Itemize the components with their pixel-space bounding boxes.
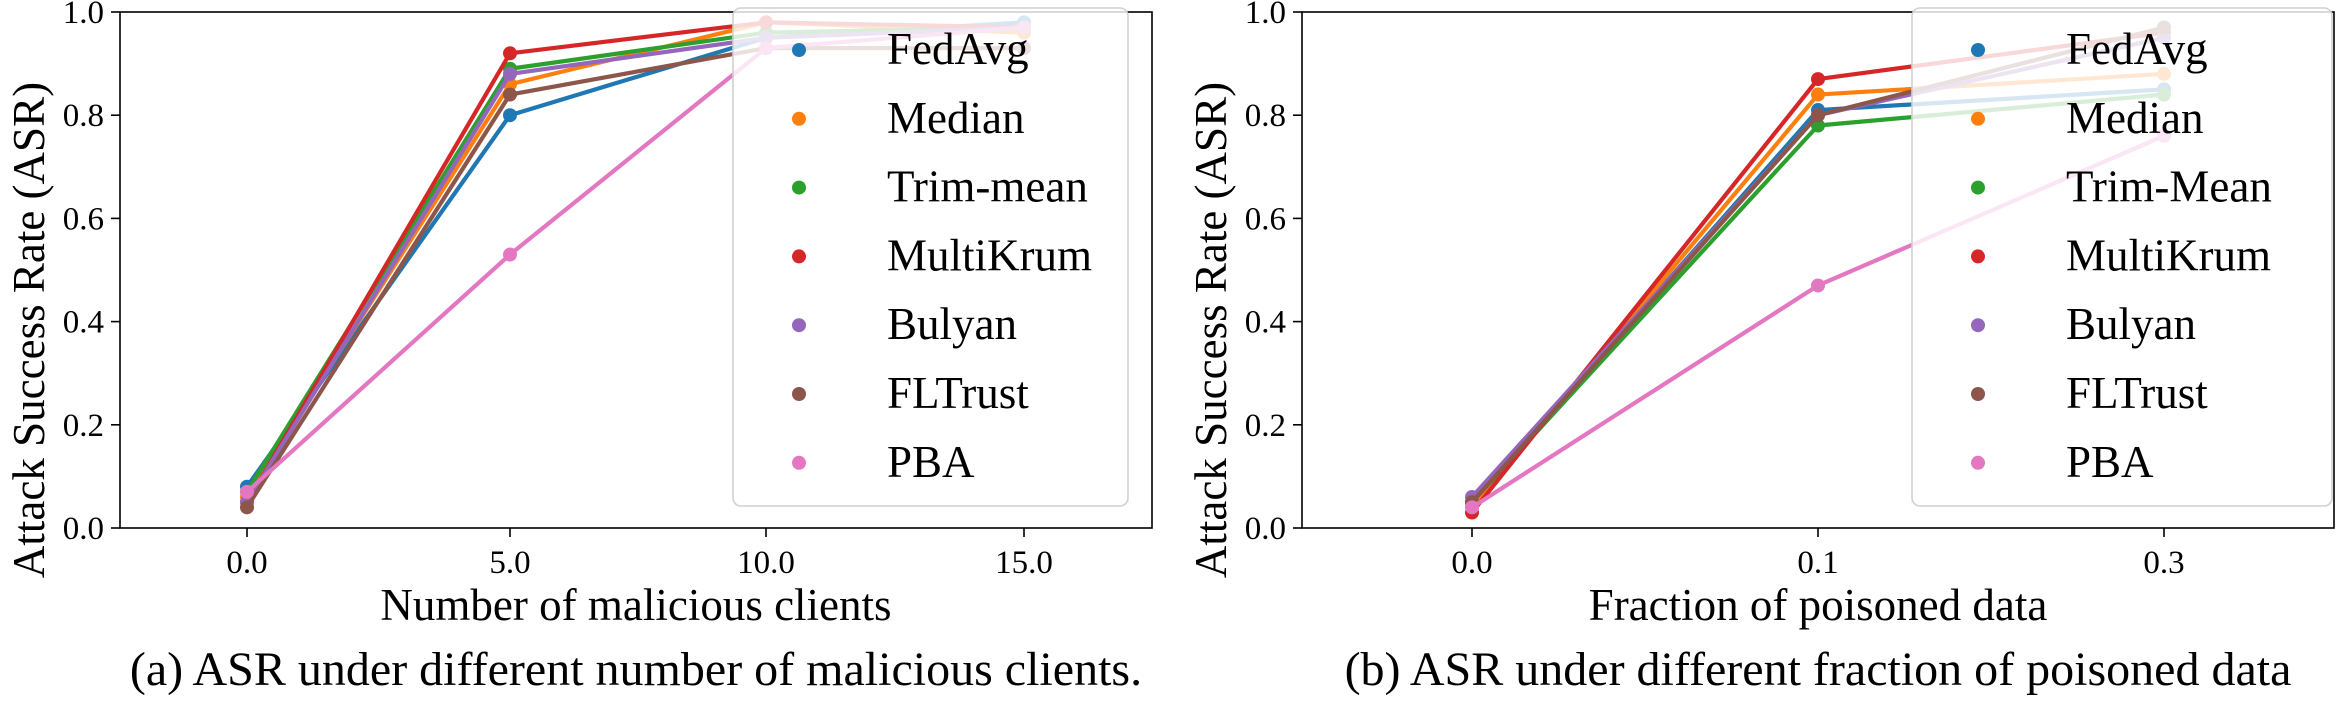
legend-marker: [792, 387, 806, 401]
legend-label: Median: [887, 93, 1024, 143]
y-tick-label: 1.0: [63, 0, 104, 31]
data-point-pba: [240, 484, 254, 499]
x-tick-label: 0.0: [226, 545, 267, 581]
y-axis-label: Attack Success Rate (ASR): [1186, 82, 1236, 578]
y-tick-label: 0.2: [1245, 408, 1286, 444]
y-tick-label: 0.0: [63, 511, 104, 547]
legend-label: Trim-mean: [887, 162, 1088, 212]
x-tick-label: 0.3: [2143, 545, 2184, 581]
data-point-fltrust: [240, 500, 254, 515]
legend-marker: [1971, 43, 1985, 57]
y-tick-label: 0.2: [63, 408, 104, 444]
data-point-pba: [1811, 278, 1825, 293]
data-point-fltrust: [503, 87, 517, 102]
legend-label: PBA: [887, 437, 975, 487]
legend-marker: [1971, 111, 1985, 126]
data-point-bulyan: [503, 66, 517, 81]
data-point-pba: [503, 247, 517, 262]
legend-label: MultiKrum: [887, 230, 1092, 280]
legend-label: PBA: [2066, 437, 2154, 487]
legend-marker: [792, 111, 806, 126]
x-axis-label: Number of malicious clients: [380, 580, 891, 630]
legend-marker: [792, 43, 806, 57]
legend-marker: [792, 318, 806, 333]
y-tick-label: 0.8: [1245, 98, 1286, 134]
legend-box: [1911, 7, 2333, 507]
legend: FedAvg Median Trim-mean MultiKrum Bulyan FLTr…: [732, 7, 1129, 507]
legend-label: Trim-Mean: [2066, 162, 2272, 212]
legend-label: Median: [2066, 93, 2203, 143]
legend-label: Bulyan: [2066, 299, 2196, 349]
legend-marker: [1971, 180, 1985, 195]
legend-marker: [1971, 455, 1985, 470]
data-point-fltrust: [1811, 108, 1825, 123]
legend: FedAvg Median Trim-Mean MultiKrum Bulyan FLTr…: [1911, 7, 2333, 507]
legend-label: FLTrust: [2066, 368, 2208, 418]
data-point-fedavg: [503, 108, 517, 123]
legend-marker: [1971, 387, 1985, 401]
legend-label: FLTrust: [887, 368, 1029, 418]
y-tick-label: 0.6: [1245, 201, 1286, 237]
y-tick-label: 0.6: [63, 201, 104, 237]
x-tick-label: 0.1: [1797, 545, 1838, 581]
x-tick-label: 15.0: [995, 545, 1053, 581]
x-tick-label: 5.0: [489, 545, 530, 581]
y-tick-label: 0.4: [63, 305, 104, 341]
legend-box: [732, 7, 1129, 507]
x-tick-label: 0.0: [1451, 545, 1492, 581]
x-axis-label: Fraction of poisoned data: [1589, 580, 2048, 630]
y-tick-label: 0.0: [1245, 511, 1286, 547]
figure-caption: (b) ASR under different fraction of pois…: [1345, 643, 2292, 696]
legend-label: FedAvg: [887, 24, 1029, 74]
legend-marker: [1971, 318, 1985, 333]
y-tick-label: 1.0: [1245, 0, 1286, 31]
legend-marker: [1971, 249, 1985, 264]
y-tick-label: 0.4: [1245, 305, 1286, 341]
chart-a: 0.0 0.2 0.4 0.6 0.8 1.0 0.0 5.0 10.0 15.0 Number o…: [4, 0, 1153, 696]
x-tick-label: 10.0: [737, 545, 795, 581]
legend-marker: [792, 249, 806, 264]
data-point-multikrum: [503, 46, 517, 61]
legend-marker: [792, 455, 806, 470]
legend-label: MultiKrum: [2066, 230, 2271, 280]
legend-marker: [792, 180, 806, 195]
legend-label: FedAvg: [2066, 24, 2208, 74]
figure-caption: (a) ASR under different number of malici…: [130, 643, 1142, 696]
y-axis-label: Attack Success Rate (ASR): [4, 82, 54, 578]
legend-label: Bulyan: [887, 299, 1017, 349]
data-point-median: [1811, 87, 1825, 102]
y-tick-label: 0.8: [63, 98, 104, 134]
data-point-multikrum: [1811, 72, 1825, 87]
chart-b: 0.0 0.2 0.4 0.6 0.8 1.0 0.0 0.1 0.3 Fraction of p…: [1186, 0, 2335, 696]
plot-frame: [119, 11, 1153, 529]
data-point-pba: [1465, 500, 1479, 515]
